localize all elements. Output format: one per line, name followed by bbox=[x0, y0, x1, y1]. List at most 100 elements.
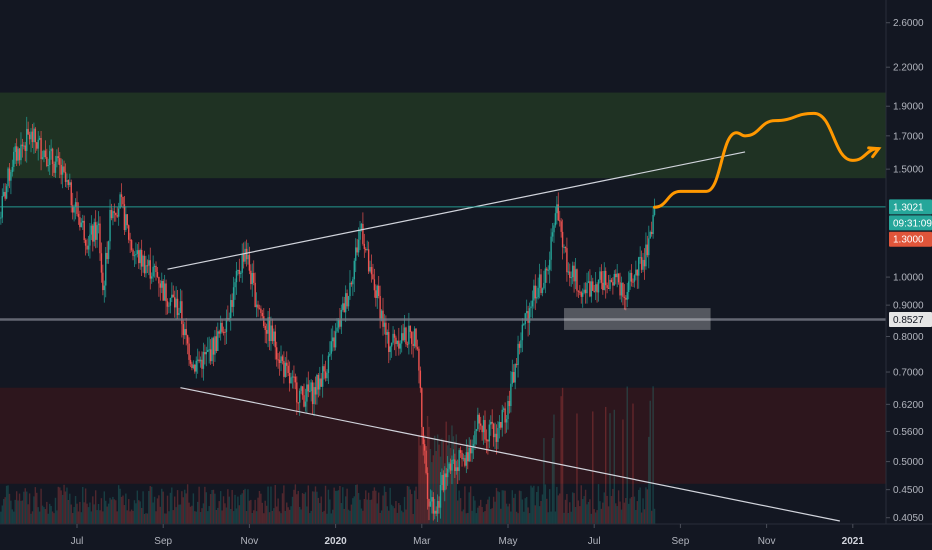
volume-bar bbox=[640, 512, 643, 524]
volume-bar bbox=[533, 485, 535, 524]
candle-body bbox=[171, 294, 173, 298]
candle-body bbox=[571, 265, 574, 278]
volume-bar bbox=[544, 484, 547, 524]
volume-bar bbox=[561, 387, 564, 524]
countdown-badge-text: 09:31:09 bbox=[893, 218, 932, 229]
volume-bar bbox=[110, 499, 113, 524]
volume-bar bbox=[47, 513, 49, 524]
volume-bar bbox=[264, 500, 266, 524]
candle-body bbox=[431, 497, 433, 502]
volume-bar bbox=[648, 436, 650, 524]
candle-body bbox=[151, 276, 153, 279]
volume-bar bbox=[228, 496, 230, 524]
volume-bar bbox=[502, 490, 505, 524]
candle-body bbox=[53, 164, 55, 173]
candle-body bbox=[327, 355, 330, 374]
candle-body bbox=[373, 279, 376, 291]
volume-bar bbox=[73, 507, 75, 524]
volume-bar bbox=[617, 490, 620, 524]
volume-bar bbox=[579, 506, 581, 524]
volume-bar bbox=[11, 509, 14, 524]
candle-body bbox=[99, 223, 101, 254]
price-tick-label: 0.9000 bbox=[893, 301, 924, 312]
volume-bar bbox=[231, 489, 233, 524]
candle-body bbox=[612, 282, 614, 286]
candle-body bbox=[602, 282, 604, 290]
volume-bar bbox=[89, 502, 91, 524]
candle-body bbox=[435, 510, 437, 514]
volume-bar bbox=[327, 489, 330, 524]
candle-body bbox=[451, 459, 453, 471]
volume-bar bbox=[369, 499, 371, 524]
candle-body bbox=[550, 236, 552, 260]
volume-bar bbox=[606, 495, 608, 524]
volume-bar bbox=[471, 510, 473, 524]
volume-bar bbox=[41, 505, 44, 524]
volume-bar bbox=[23, 491, 25, 524]
candle-body bbox=[51, 148, 54, 165]
volume-bar bbox=[653, 508, 656, 524]
volume-bar bbox=[495, 487, 498, 524]
candle-body bbox=[27, 128, 29, 135]
candle-body bbox=[18, 148, 21, 161]
candle-body bbox=[235, 270, 238, 283]
volume-bar bbox=[646, 489, 649, 524]
volume-bar bbox=[79, 501, 81, 524]
candle-body bbox=[275, 347, 278, 360]
candle-body bbox=[207, 350, 209, 352]
candle-body bbox=[7, 168, 9, 187]
candle-body bbox=[606, 285, 608, 288]
volume-bar bbox=[625, 497, 627, 524]
candle-body bbox=[87, 245, 90, 250]
candle-body bbox=[303, 395, 305, 407]
volume-bar bbox=[586, 504, 588, 524]
volume-bar bbox=[650, 510, 653, 524]
candle-body bbox=[283, 360, 285, 377]
candle-body bbox=[106, 252, 108, 260]
volume-bar bbox=[313, 491, 315, 524]
candle-body bbox=[70, 182, 72, 206]
candle-body bbox=[633, 275, 636, 282]
volume-bar bbox=[159, 506, 162, 524]
price-axis-panel[interactable] bbox=[886, 0, 932, 550]
volume-bar bbox=[169, 492, 172, 524]
candle-body bbox=[455, 467, 457, 471]
volume-bar bbox=[15, 491, 18, 524]
candle-body bbox=[83, 220, 85, 241]
volume-bar bbox=[255, 511, 258, 524]
volume-bar bbox=[540, 500, 542, 524]
candle-body bbox=[452, 459, 455, 461]
price-tick-label: 1.9000 bbox=[893, 102, 924, 113]
candle-body bbox=[528, 308, 531, 323]
candle-body bbox=[139, 249, 141, 264]
volume-bar bbox=[163, 513, 166, 524]
volume-bar bbox=[599, 501, 601, 524]
price-tick-label: 0.6200 bbox=[893, 400, 924, 411]
volume-bar bbox=[530, 485, 532, 524]
volume-bar bbox=[633, 496, 636, 524]
candle-body bbox=[599, 271, 601, 280]
candle-body bbox=[388, 332, 390, 352]
candle-body bbox=[603, 270, 605, 290]
candle-body bbox=[129, 239, 131, 241]
candle-body bbox=[281, 356, 284, 361]
volume-bar bbox=[128, 499, 130, 524]
volume-bar bbox=[254, 499, 256, 524]
candle-body bbox=[261, 312, 264, 317]
volume-bar bbox=[635, 509, 637, 524]
volume-bar bbox=[314, 486, 317, 524]
volume-bar bbox=[652, 386, 654, 524]
candle-body bbox=[464, 458, 466, 466]
volume-bar bbox=[172, 510, 174, 524]
candle-body bbox=[582, 292, 584, 297]
volume-bar bbox=[602, 502, 604, 524]
candle-body bbox=[356, 247, 358, 253]
candle-body bbox=[310, 382, 312, 392]
volume-bar bbox=[474, 500, 476, 524]
volume-bar bbox=[382, 495, 384, 524]
volume-bar bbox=[398, 502, 400, 524]
support-zone bbox=[0, 387, 886, 484]
candle-body bbox=[481, 425, 483, 433]
candle-body bbox=[393, 333, 396, 338]
